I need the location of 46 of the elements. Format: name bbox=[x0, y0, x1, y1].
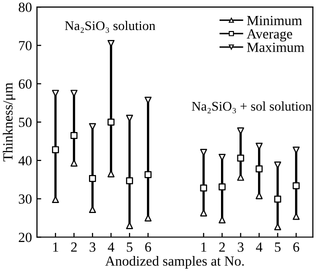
point bbox=[292, 212, 300, 220]
y-tick-label: 80 bbox=[18, 2, 32, 12]
y-tick-label: 70 bbox=[19, 40, 32, 50]
point bbox=[256, 165, 263, 172]
point bbox=[292, 146, 300, 154]
y-tick-label: 50 bbox=[19, 118, 32, 128]
legend-label: Maximum bbox=[247, 42, 304, 52]
annotation: Na₂SiO₃ solution bbox=[64, 20, 156, 33]
x-tick-label: 2 bbox=[219, 242, 225, 252]
x-tick-label: 6 bbox=[293, 242, 300, 252]
point bbox=[108, 118, 115, 126]
point bbox=[237, 127, 244, 134]
x-tick-label: 4 bbox=[108, 242, 114, 252]
y-axis-title: Thinkness/μm bbox=[2, 82, 16, 162]
y-tick-label: 60 bbox=[18, 79, 32, 89]
point bbox=[256, 142, 263, 150]
y-tick-label: 40 bbox=[18, 156, 32, 166]
legend-label: Minimum bbox=[247, 16, 302, 26]
point bbox=[89, 174, 96, 182]
point bbox=[70, 132, 78, 140]
point bbox=[144, 171, 152, 178]
legend-label: Average bbox=[246, 29, 292, 42]
x-tick-label: 4 bbox=[256, 242, 262, 252]
point bbox=[52, 146, 59, 154]
point bbox=[218, 154, 226, 161]
point bbox=[274, 196, 282, 203]
point bbox=[218, 183, 226, 190]
x-tick-label: 2 bbox=[71, 242, 77, 252]
point bbox=[126, 177, 134, 184]
point bbox=[292, 182, 300, 190]
x-tick-label: 3 bbox=[238, 242, 244, 252]
y-tick-label: 20 bbox=[18, 232, 32, 242]
point bbox=[256, 192, 263, 200]
x-tick-label: 3 bbox=[90, 242, 96, 252]
x-axis-title: Anodized samples at No. bbox=[105, 256, 244, 269]
point bbox=[237, 154, 244, 162]
point bbox=[274, 223, 282, 230]
point bbox=[200, 148, 208, 156]
x-tick-label: 1 bbox=[53, 242, 58, 252]
x-tick-label: 5 bbox=[274, 242, 281, 252]
x-tick-label: 6 bbox=[145, 242, 152, 252]
annotation: Na₂SiO₃ + sol solution bbox=[192, 101, 312, 114]
x-tick-label: 5 bbox=[126, 242, 132, 252]
x-tick-label: 1 bbox=[201, 242, 206, 252]
point bbox=[200, 184, 208, 192]
y-tick-label: 30 bbox=[18, 194, 32, 204]
